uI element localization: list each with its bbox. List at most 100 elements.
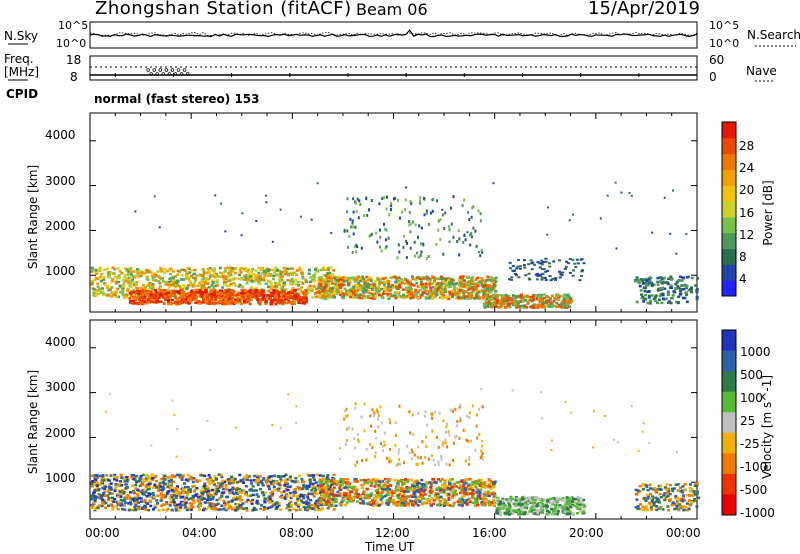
power-echo-cell [479, 212, 482, 216]
power-echo-cell [458, 283, 462, 287]
power-echo-cell [142, 299, 146, 302]
power-echo-cell [648, 302, 652, 305]
velocity-echo-cell [167, 490, 171, 493]
power-echo-cell [148, 290, 152, 293]
velocity-echo-cell [249, 494, 253, 497]
velocity-echo-cell [122, 504, 126, 507]
velocity-echo-cell [432, 499, 436, 502]
power-echo-cell [361, 284, 365, 288]
velocity-echo-cell [254, 480, 258, 483]
power-echo-cell [152, 293, 156, 296]
velocity-echo-cell [192, 490, 196, 493]
velocity-echo-cell [223, 501, 227, 504]
power-echo-cell [663, 196, 666, 199]
power-echo-cell [408, 220, 411, 223]
power-echo-cell [468, 218, 471, 221]
power-echo-cell [90, 270, 94, 273]
power-echo-cell [264, 300, 268, 303]
velocity-echo-cell [242, 489, 246, 492]
power-echo-cell [178, 290, 182, 293]
velocity-echo-cell [294, 491, 297, 494]
velocity-echo-cell [185, 493, 189, 497]
nave-dip-point [176, 68, 181, 72]
power-echo-cell [362, 287, 366, 290]
velocity-echo-cell [390, 491, 394, 495]
power-echo-cell [330, 280, 333, 283]
velocity-echo-cell [442, 484, 445, 487]
power-echo-cell [246, 292, 250, 296]
power-echo-cell [192, 295, 196, 298]
power-echo-cell [256, 278, 260, 281]
power-echo-cell [466, 231, 469, 234]
power-echo-cell [323, 288, 327, 291]
velocity-echo-cell [175, 496, 178, 499]
power-echo-cell [189, 299, 193, 303]
power-echo-cell [532, 293, 536, 297]
power-echo-cell [643, 289, 647, 293]
power-echo-cell [237, 273, 241, 277]
power-echo-cell [685, 300, 689, 304]
velocity-echo-cell [262, 477, 266, 480]
velocity-echo-cell [419, 493, 423, 496]
velocity-echo-cell [158, 481, 162, 485]
power-echo-cell [310, 218, 313, 221]
power-echo-cell [111, 278, 115, 282]
velocity-echo-cell [209, 494, 213, 497]
power-echo-cell [460, 284, 464, 287]
velocity-echo-cell [296, 505, 300, 508]
velocity-echo-cell [320, 481, 323, 484]
velocity-echo-cell [153, 505, 157, 509]
power-echo-cell [524, 299, 528, 302]
power-echo-cell [669, 275, 673, 278]
velocity-echo-cell [296, 499, 299, 502]
power-echo-cell [117, 280, 121, 284]
velocity-echo-cell [236, 497, 239, 500]
velocity-echo-cell [143, 488, 147, 492]
velocity-echo-cell [283, 496, 287, 499]
velocity-echo-cell [421, 496, 425, 500]
power-echo-cell [471, 281, 475, 284]
velocity-echo-cell [346, 481, 350, 484]
power-echo-cell [367, 286, 370, 289]
velocity-echo-cell [152, 494, 156, 497]
power-echo-cell [224, 270, 227, 273]
velocity-echo-cell [140, 490, 144, 494]
velocity-echo-cell [241, 489, 244, 492]
power-echo-cell [431, 292, 435, 295]
power-echo-cell [173, 295, 177, 298]
velocity-echo-cell [124, 501, 127, 504]
power-echo-cell [143, 271, 147, 275]
velocity-echo-cell [134, 487, 138, 490]
power-echo-cell [129, 299, 132, 303]
power-echo-cell [555, 297, 558, 301]
power-echo-cell [184, 299, 187, 302]
velocity-echo-cell [238, 497, 242, 500]
power-echo-cell [541, 299, 545, 302]
power-echo-cell [520, 293, 523, 296]
velocity-echo-cell [206, 496, 210, 499]
power-echo-cell [108, 271, 112, 274]
velocity-echo-cell [139, 474, 143, 478]
power-echo-cell [403, 234, 406, 238]
power-echo-cell [538, 295, 542, 298]
power-echo-cell [538, 266, 542, 269]
power-echo-cell [366, 296, 370, 299]
velocity-echo-cell [493, 480, 497, 483]
power-echo-cell [135, 283, 138, 286]
power-echo-cell [177, 300, 180, 303]
power-echo-cell [174, 301, 178, 304]
velocity-echo-cell [342, 497, 346, 501]
power-echo-cell [425, 209, 428, 213]
power-echo-cell [555, 302, 559, 305]
velocity-echo-cell [192, 501, 196, 505]
power-echo-cell [213, 273, 217, 276]
power-echo-cell [420, 294, 424, 297]
power-echo-cell [582, 262, 586, 265]
power-echo-cell [138, 269, 141, 273]
power-echo-cell [274, 266, 278, 269]
power-echo-cell [532, 306, 536, 309]
power-echo-cell [292, 300, 296, 304]
velocity-echo-cell [218, 486, 222, 489]
power-echo-cell [373, 280, 377, 283]
power-echo-cell [242, 278, 246, 281]
